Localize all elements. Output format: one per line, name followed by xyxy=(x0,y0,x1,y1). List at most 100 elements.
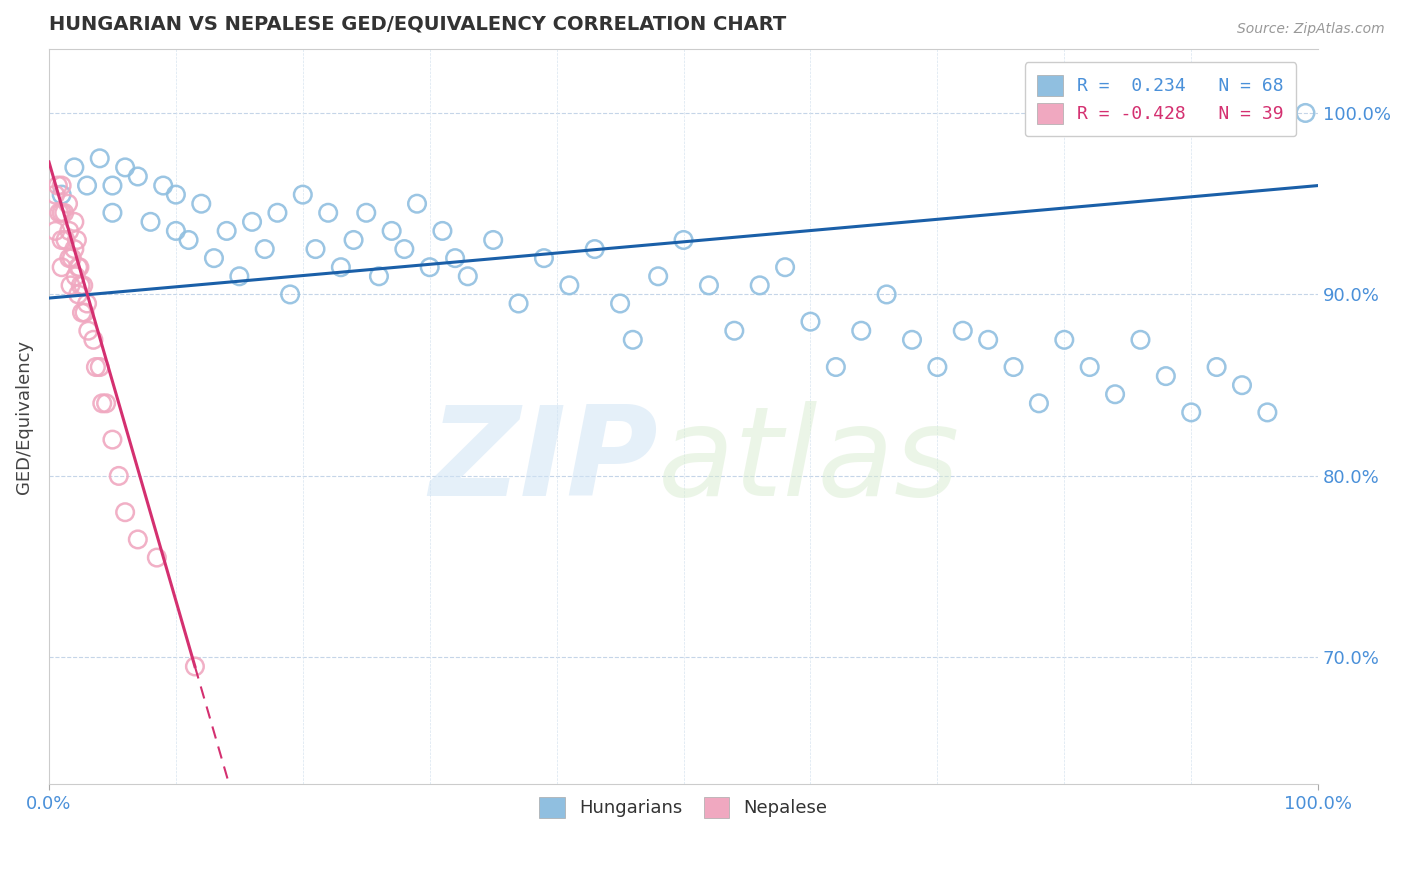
Point xyxy=(59,278,82,293)
Point xyxy=(1078,359,1101,374)
Point xyxy=(76,296,98,310)
Point xyxy=(69,278,91,293)
Point xyxy=(1002,359,1025,374)
Point xyxy=(184,659,207,673)
Point xyxy=(101,206,124,220)
Point xyxy=(77,324,100,338)
Point xyxy=(444,251,467,265)
Point xyxy=(368,269,391,284)
Point xyxy=(1205,359,1227,374)
Point xyxy=(146,550,169,565)
Point xyxy=(316,206,339,220)
Point xyxy=(44,224,66,238)
Text: Source: ZipAtlas.com: Source: ZipAtlas.com xyxy=(1237,22,1385,37)
Point xyxy=(44,187,66,202)
Point xyxy=(697,278,720,293)
Point xyxy=(799,315,821,329)
Y-axis label: GED/Equivalency: GED/Equivalency xyxy=(15,340,32,494)
Point xyxy=(406,196,429,211)
Point xyxy=(58,224,80,238)
Point xyxy=(901,333,924,347)
Point xyxy=(1230,378,1253,392)
Point xyxy=(1294,106,1316,120)
Legend: Hungarians, Nepalese: Hungarians, Nepalese xyxy=(530,788,837,827)
Point xyxy=(1028,396,1050,410)
Point xyxy=(876,287,898,301)
Point xyxy=(56,196,79,211)
Point xyxy=(73,305,96,319)
Point xyxy=(66,233,89,247)
Point xyxy=(824,359,846,374)
Point xyxy=(67,260,90,275)
Point xyxy=(63,215,86,229)
Point xyxy=(51,206,73,220)
Point xyxy=(70,305,93,319)
Point xyxy=(773,260,796,275)
Point xyxy=(240,215,263,229)
Point xyxy=(165,224,187,238)
Point xyxy=(51,260,73,275)
Point xyxy=(253,242,276,256)
Point xyxy=(101,178,124,193)
Point xyxy=(55,233,77,247)
Point xyxy=(621,333,644,347)
Point xyxy=(67,287,90,301)
Point xyxy=(84,359,107,374)
Point xyxy=(609,296,631,310)
Point xyxy=(94,396,117,410)
Point xyxy=(508,296,530,310)
Point xyxy=(748,278,770,293)
Point xyxy=(190,196,212,211)
Point xyxy=(72,278,94,293)
Point xyxy=(457,269,479,284)
Point xyxy=(202,251,225,265)
Point xyxy=(76,178,98,193)
Point xyxy=(1180,405,1202,419)
Point xyxy=(1129,333,1152,347)
Point xyxy=(51,233,73,247)
Point xyxy=(356,206,378,220)
Point xyxy=(63,161,86,175)
Point xyxy=(1053,333,1076,347)
Point xyxy=(63,242,86,256)
Point xyxy=(65,269,87,284)
Point xyxy=(89,359,111,374)
Point xyxy=(723,324,745,338)
Point xyxy=(304,242,326,256)
Point xyxy=(53,206,76,220)
Point xyxy=(114,161,136,175)
Point xyxy=(67,260,90,275)
Point xyxy=(419,260,441,275)
Point xyxy=(60,251,83,265)
Point xyxy=(558,278,581,293)
Point xyxy=(432,224,454,238)
Point xyxy=(127,533,149,547)
Point xyxy=(394,242,416,256)
Text: atlas: atlas xyxy=(658,401,960,522)
Point xyxy=(58,251,80,265)
Point xyxy=(1154,369,1177,384)
Point xyxy=(1104,387,1126,401)
Point xyxy=(51,187,73,202)
Point xyxy=(51,178,73,193)
Point xyxy=(114,505,136,519)
Point xyxy=(977,333,1000,347)
Point xyxy=(952,324,974,338)
Point xyxy=(46,178,69,193)
Point xyxy=(927,359,949,374)
Point xyxy=(329,260,352,275)
Point xyxy=(101,433,124,447)
Text: ZIP: ZIP xyxy=(429,401,658,522)
Point xyxy=(91,396,114,410)
Point xyxy=(152,178,174,193)
Point xyxy=(672,233,695,247)
Point xyxy=(139,215,162,229)
Point xyxy=(48,206,70,220)
Point xyxy=(381,224,404,238)
Point xyxy=(215,224,238,238)
Point xyxy=(127,169,149,184)
Point xyxy=(647,269,669,284)
Point xyxy=(533,251,555,265)
Point xyxy=(82,333,104,347)
Point xyxy=(266,206,288,220)
